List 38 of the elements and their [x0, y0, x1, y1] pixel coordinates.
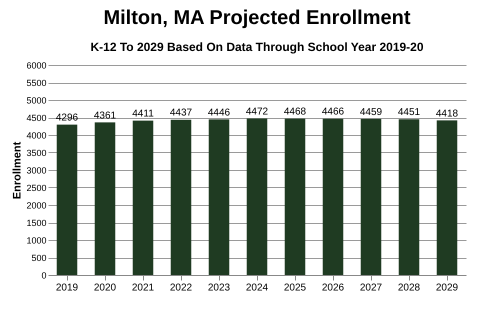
y-tick-label: 6000 — [26, 60, 46, 70]
y-tick-label: 2500 — [26, 183, 46, 193]
y-tick-label: 2000 — [26, 200, 46, 210]
y-tick-label: 3500 — [26, 148, 46, 158]
x-tick-label: 2024 — [246, 282, 269, 294]
y-tick-label: 5000 — [26, 96, 46, 106]
y-tick-label: 500 — [31, 253, 46, 263]
data-label: 4472 — [246, 106, 269, 118]
data-label: 4418 — [436, 108, 459, 120]
data-label: 4466 — [322, 106, 345, 118]
x-tick-label: 2019 — [56, 282, 79, 294]
x-tick-label: 2028 — [398, 282, 421, 294]
data-label: 4296 — [56, 112, 79, 124]
y-tick-label: 1000 — [26, 236, 46, 246]
x-tick-label: 2029 — [436, 282, 459, 294]
y-tick-label: 4500 — [26, 113, 46, 123]
y-tick-label: 3000 — [26, 166, 46, 176]
x-tick-label: 2022 — [170, 282, 193, 294]
data-label: 4459 — [360, 106, 383, 118]
y-tick-label: 5500 — [26, 78, 46, 88]
chart-title: Milton, MA Projected Enrollment — [103, 7, 411, 29]
y-tick-label: 1500 — [26, 218, 46, 228]
data-label: 4437 — [170, 108, 193, 119]
x-tick-label: 2025 — [284, 282, 307, 294]
data-label: 4361 — [94, 110, 117, 122]
x-tick-label: 2020 — [94, 282, 117, 294]
y-axis-title: Enrollment — [11, 141, 24, 200]
x-tick-label: 2021 — [132, 282, 155, 294]
data-label: 4411 — [132, 108, 154, 120]
y-tick-label: 4000 — [26, 130, 46, 140]
data-label: 4468 — [284, 106, 307, 118]
x-tick-label: 2027 — [360, 282, 383, 294]
chart-subtitle: K-12 To 2029 Based On Data Through School Year 2019-20 — [90, 40, 424, 54]
x-tick-label: 2023 — [208, 282, 231, 294]
data-label: 4451 — [398, 107, 421, 118]
data-label: 4446 — [208, 107, 231, 118]
y-tick-label: 0 — [41, 270, 46, 280]
x-tick-label: 2026 — [322, 282, 345, 294]
